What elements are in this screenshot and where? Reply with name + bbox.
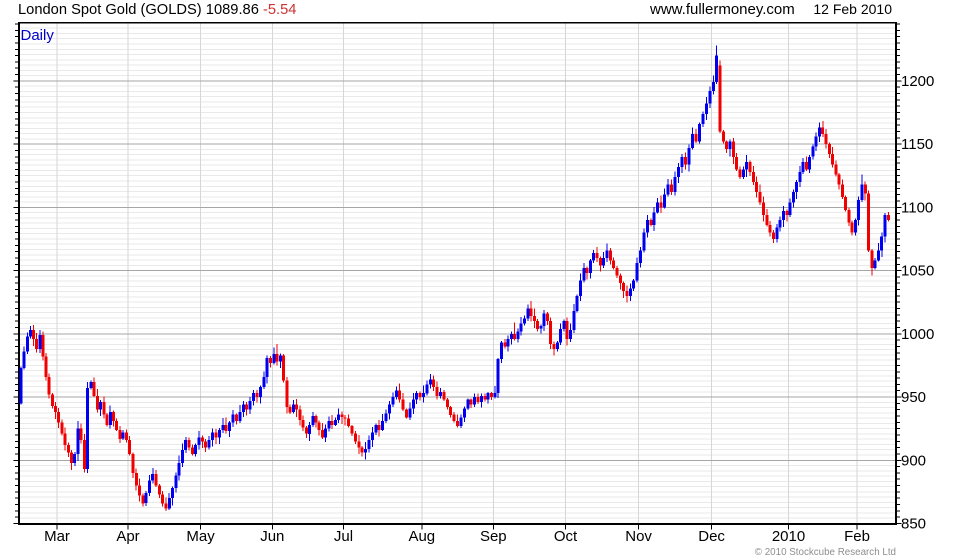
svg-text:Jul: Jul: [334, 528, 353, 545]
svg-text:Feb: Feb: [844, 528, 870, 545]
svg-text:1000: 1000: [901, 326, 934, 343]
svg-text:Daily: Daily: [21, 27, 55, 44]
svg-text:12 Feb 2010: 12 Feb 2010: [813, 1, 892, 17]
svg-text:Jun: Jun: [260, 528, 284, 545]
svg-text:850: 850: [901, 516, 926, 533]
svg-text:Dec: Dec: [698, 528, 725, 545]
svg-text:2010: 2010: [772, 528, 805, 545]
svg-text:1050: 1050: [901, 263, 934, 280]
svg-text:1100: 1100: [901, 199, 933, 216]
svg-text:Oct: Oct: [554, 528, 578, 545]
svg-text:Sep: Sep: [480, 528, 507, 545]
svg-text:May: May: [186, 528, 215, 545]
svg-text:www.fullermoney.com: www.fullermoney.com: [649, 1, 795, 18]
svg-text:Aug: Aug: [408, 528, 435, 545]
svg-text:900: 900: [901, 452, 926, 469]
svg-text:Mar: Mar: [44, 528, 70, 545]
svg-text:Nov: Nov: [625, 528, 652, 545]
svg-text:1150: 1150: [901, 136, 933, 153]
svg-text:© 2010 Stockcube Research Ltd: © 2010 Stockcube Research Ltd: [755, 547, 896, 558]
svg-text:950: 950: [901, 389, 926, 406]
svg-text:Apr: Apr: [116, 528, 139, 545]
svg-text:1200: 1200: [901, 73, 934, 90]
svg-text:London Spot Gold (GOLDS) 1089.: London Spot Gold (GOLDS) 1089.86 -5.54: [18, 2, 296, 18]
